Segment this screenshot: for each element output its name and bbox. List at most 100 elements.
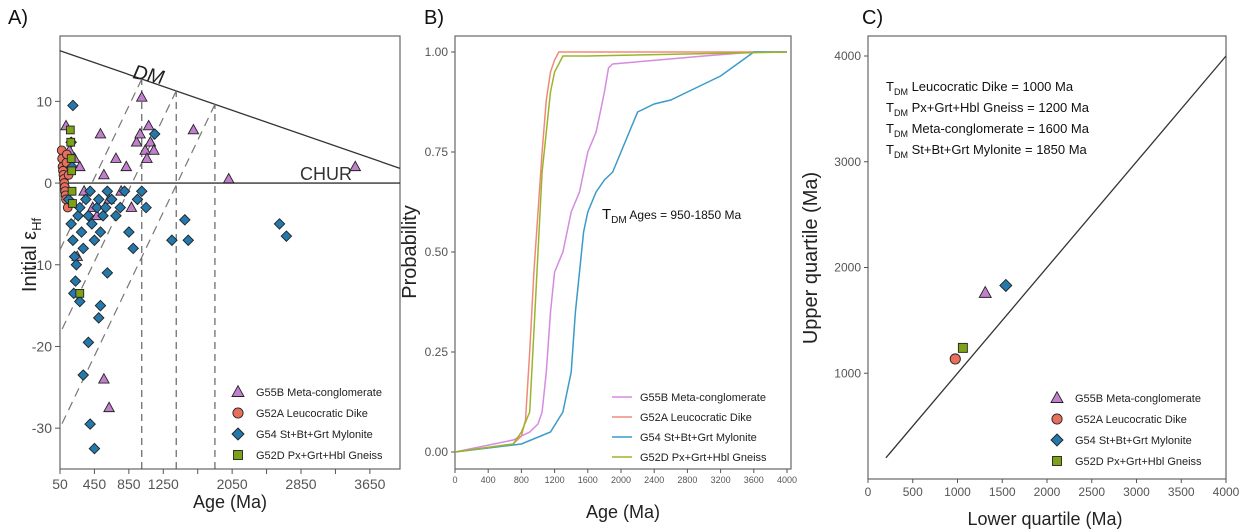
panel-a-point (97, 209, 109, 222)
panel-a-legend-label: G52A Leucocratic Dike (256, 408, 368, 420)
panel-c-x-tick-label: 1500 (989, 485, 1016, 499)
panel-c-label: C) (862, 7, 883, 29)
panel-b-y-tick-label: 0.25 (425, 345, 449, 359)
panel-a-legend-marker (233, 450, 243, 460)
panel-a: A) 50 450 850 1250 2050 2850 3650100-10-20-30 … (8, 7, 401, 512)
panel-a-x-tick-label: 3650 (354, 476, 385, 492)
panel-b-x-tick-label: 1600 (578, 475, 598, 485)
annotation-sub: DM (894, 87, 908, 97)
panel-c-point (949, 353, 961, 365)
panel-c-legend-marker (1050, 390, 1064, 403)
panel-a-point (67, 99, 79, 112)
panel-b-legend-label: G54 St+Bt+Grt Mylonite (640, 432, 757, 444)
panel-c-x-tick-label: 500 (903, 485, 923, 499)
panel-b-label: B) (424, 7, 444, 29)
annotation-main: T (886, 121, 894, 136)
panel-a-point (97, 372, 110, 384)
panel-a-legend-marker (231, 427, 245, 441)
panel-c-one-to-one (885, 55, 1227, 459)
panel-a-point (69, 275, 82, 287)
panel-c-tdm-annotation: TDM Leucocratic Dike = 1000 Ma (886, 79, 1074, 97)
panel-b-ticks: 0 400 800 1200 1600 2000 2400 2800 3200 3600 4000 0… (425, 45, 797, 485)
panel-c-points (949, 278, 1013, 365)
panel-a-point (70, 258, 83, 271)
panel-c-legend-label: G52D Px+Grt+Hbl Gneiss (1075, 456, 1202, 468)
panel-a-point (91, 201, 103, 214)
panel-c-x-tick-label: 4000 (1213, 485, 1240, 499)
annotation-rest: Meta-conglomerate = 1600 Ma (908, 121, 1090, 136)
panel-c-y-tick-label: 3000 (834, 155, 861, 169)
panel-a-point (88, 442, 101, 455)
panel-a-point (68, 199, 77, 208)
panel-a-point (67, 234, 79, 247)
panel-a-point (182, 234, 195, 247)
panel-c-legend-label: G54 St+Bt+Grt Mylonite (1075, 435, 1192, 447)
panel-a-point (92, 312, 105, 324)
panel-b-x-tick-label: 3200 (711, 475, 731, 485)
panel-a-x-axis-label: Age (Ma) (193, 492, 267, 512)
panel-b-annotation-rest: Ages = 950-1850 Ma (627, 208, 742, 222)
panel-a-point (67, 186, 77, 196)
panel-a-y-label-main: Initial ε (19, 231, 41, 292)
panel-b-lines (454, 51, 788, 453)
panel-a-label: A) (8, 7, 28, 29)
panel-c-y-tick-label: 1000 (834, 366, 861, 380)
panel-a-y-tick-label: -10 (32, 257, 52, 273)
panel-a-point (273, 218, 286, 230)
panel-a-point (109, 152, 122, 163)
panel-a-point (88, 234, 101, 247)
panel-a-x-tick-label: 850 (117, 476, 141, 492)
panel-a-point (125, 201, 138, 212)
panel-c-y-axis-label: Upper quartile (Ma) (800, 172, 822, 344)
panel-a-point (99, 201, 112, 214)
panel-c-legend-label: G52A Leucocratic Dike (1075, 414, 1187, 426)
panel-c-legend: G55B Meta-conglomerate G52A Leucocratic D… (1050, 390, 1202, 468)
panel-c-tdm-annotation: TDM St+Bt+Grt Mylonite = 1850 Ma (886, 142, 1088, 160)
panel-a-y-tick-label: -20 (32, 338, 52, 354)
panel-c: C) 0 500 1000 1500 2000 2500 3000 3500 4000 1000 2… (800, 7, 1240, 529)
annotation-rest: Leucocratic Dike = 1000 Ma (908, 79, 1074, 94)
panel-a-point (73, 160, 86, 172)
panel-a-point (65, 125, 75, 135)
panel-a-point (178, 213, 191, 226)
panel-c-point (957, 342, 968, 353)
panel-a-point (84, 418, 96, 430)
panel-b-cdf-line (454, 51, 787, 453)
panel-a-x-tick-label: 50 (52, 476, 68, 492)
panel-c-x-tick-label: 2500 (1078, 485, 1105, 499)
panel-b-y-tick-label: 0.75 (425, 145, 449, 159)
panel-a-point (82, 209, 95, 222)
panel-a-y-tick-label: 10 (36, 93, 52, 109)
panel-b-y-tick-label: 0.00 (425, 445, 449, 459)
annotation-sub: DM (894, 129, 908, 139)
panel-b-x-tick-label: 400 (481, 475, 496, 485)
panel-a-point (114, 201, 127, 214)
annotation-main: T (886, 100, 894, 115)
annotation-rest: Px+Grt+Hbl Gneiss = 1200 Ma (908, 100, 1090, 115)
panel-b-x-tick-label: 2800 (677, 475, 697, 485)
panel-b-x-tick-label: 1200 (545, 475, 565, 485)
panel-a-point (97, 168, 110, 180)
panel-a-point (94, 127, 107, 139)
panel-b-x-tick-label: 2400 (644, 475, 664, 485)
panel-a-point (84, 185, 96, 198)
panel-c-point (999, 278, 1013, 293)
panel-a-y-axis-label: Initial εHf (19, 218, 44, 293)
panel-c-x-tick-label: 3000 (1123, 485, 1150, 499)
panel-c-legend-marker (1052, 456, 1062, 466)
panel-a-point (144, 135, 157, 147)
panel-a-point (130, 135, 143, 147)
panel-a-x-tick-label: 2850 (285, 476, 316, 492)
panel-c-x-tick-label: 1000 (944, 485, 971, 499)
panel-a-y-label-sub: Hf (29, 218, 44, 231)
panel-b-legend: G55B Meta-conglomerate G52A Leucocratic D… (612, 392, 767, 464)
panel-a-point (72, 209, 84, 222)
panel-a-point (222, 172, 235, 184)
panel-a-point (166, 234, 178, 247)
panel-a-point (79, 193, 92, 206)
panel-a-y-tick-label: 0 (44, 175, 52, 191)
panel-a-point (140, 152, 153, 163)
panel-c-ticks: 0 500 1000 1500 2000 2500 3000 3500 4000 1000 2000… (834, 49, 1239, 499)
panel-c-x-tick-label: 0 (865, 485, 872, 499)
